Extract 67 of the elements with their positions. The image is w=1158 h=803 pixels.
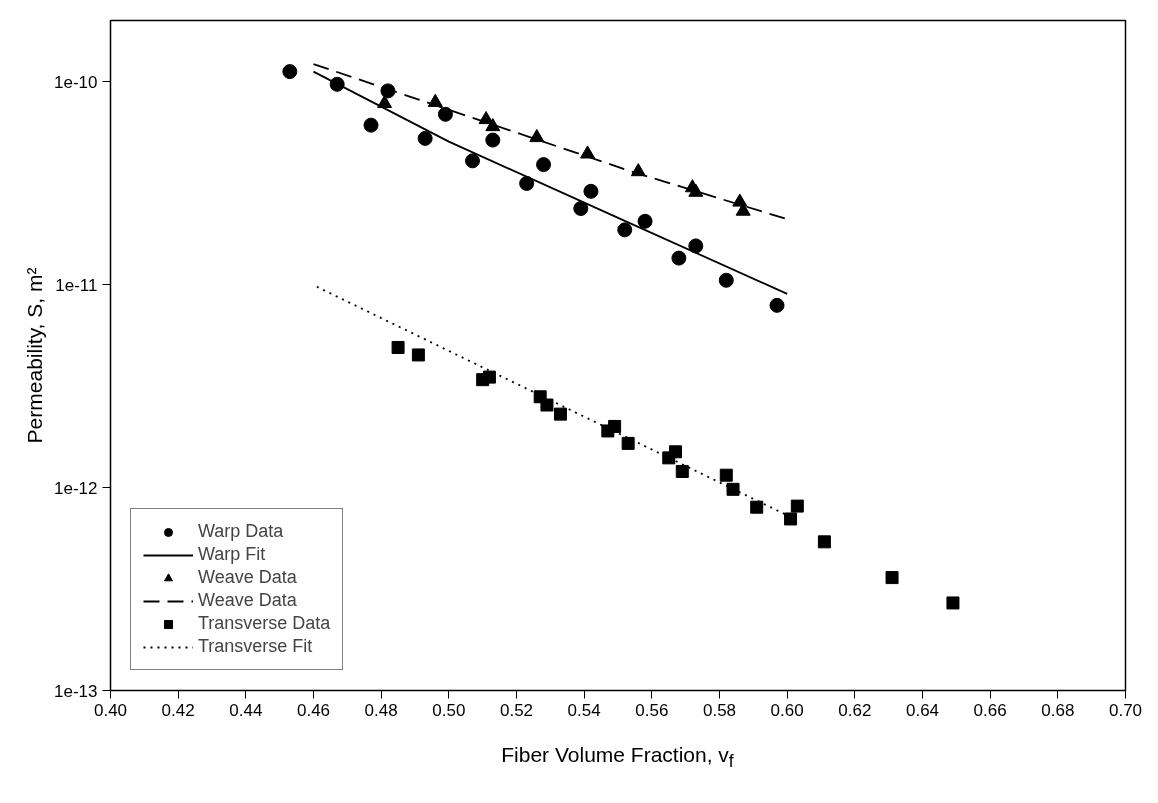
point	[282, 64, 298, 80]
point	[580, 145, 596, 159]
point	[637, 213, 653, 229]
legend-label: Weave Data	[198, 590, 297, 611]
x-tick-label: 0.60	[770, 700, 804, 720]
legend-label: Warp Data	[198, 521, 284, 542]
y-tick-label: 1e-12	[54, 478, 98, 498]
x-tick-label: 0.62	[838, 700, 872, 720]
legend-label: Warp Fit	[198, 544, 266, 565]
y-tick-label: 1e-11	[55, 275, 98, 295]
point	[485, 132, 501, 148]
point	[617, 222, 633, 238]
point	[817, 535, 831, 549]
point	[583, 183, 599, 199]
point	[391, 340, 405, 354]
point	[540, 398, 554, 412]
y-axis-title: Permeability, S, m²	[23, 267, 47, 444]
point	[411, 348, 425, 362]
legend-label: Transverse Fit	[198, 636, 313, 657]
y-tick-label: 1e-13	[54, 681, 98, 701]
x-tick-label: 0.46	[296, 700, 331, 720]
y-tick-label: 1e-10	[54, 72, 98, 92]
point	[946, 596, 960, 610]
point	[363, 117, 379, 133]
x-tick-label: 0.50	[432, 700, 466, 720]
point	[485, 118, 501, 132]
x-tick-label: 0.70	[1108, 700, 1143, 720]
legend-label: Weave Data	[198, 567, 297, 588]
point	[718, 272, 734, 288]
point	[608, 419, 622, 433]
x-tick-label: 0.56	[635, 700, 669, 720]
point	[377, 94, 393, 109]
point	[529, 128, 545, 143]
x-tick-label: 0.52	[499, 700, 534, 720]
point	[536, 157, 552, 173]
x-tick-label: 0.44	[229, 700, 263, 720]
x-tick-label: 0.54	[567, 700, 601, 720]
point	[750, 500, 764, 514]
point	[671, 250, 687, 266]
point	[769, 297, 785, 313]
line-series	[312, 70, 789, 295]
point	[675, 464, 689, 478]
point	[885, 571, 899, 585]
point	[726, 482, 740, 496]
point	[790, 499, 804, 513]
x-tick-label: 0.68	[1041, 700, 1075, 720]
point	[784, 512, 798, 526]
point	[519, 175, 535, 191]
point	[688, 183, 704, 197]
point	[573, 201, 589, 216]
point	[465, 153, 481, 169]
x-axis-title: Fiber Volume Fraction, v$_{f}$	[501, 742, 734, 774]
point	[553, 407, 567, 421]
point	[669, 445, 683, 459]
x-tick-label: 0.64	[905, 700, 940, 720]
point	[417, 130, 433, 146]
point	[688, 238, 704, 254]
point	[437, 106, 453, 122]
x-tick-label: 0.42	[161, 700, 195, 720]
x-tick-label: 0.58	[702, 700, 737, 720]
x-tick-label: 0.48	[364, 700, 398, 720]
point	[719, 468, 733, 482]
x-tick-label: 0.40	[93, 700, 128, 720]
point	[482, 370, 496, 384]
point	[621, 436, 635, 450]
legend-label: Transverse Data	[198, 613, 331, 634]
x-tick-label: 0.66	[973, 700, 1007, 720]
